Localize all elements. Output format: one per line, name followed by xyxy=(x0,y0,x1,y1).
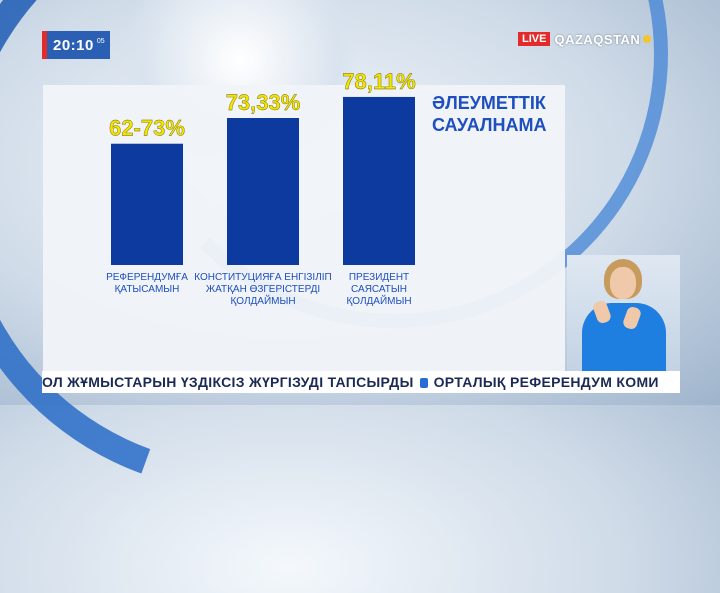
data-label-3: 78,11% xyxy=(342,69,415,94)
clock-time: 20:10 xyxy=(53,36,94,54)
chart-title-line-2: САУАЛНАМА xyxy=(432,115,547,135)
ticker-right-text: ОРТАЛЫҚ РЕФЕРЕНДУМ КОМИ xyxy=(433,374,659,390)
data-label-2: 73,33% xyxy=(226,90,301,115)
interpreter-face xyxy=(610,267,636,299)
ticker-text: ОЛ ЖҰМЫСТАРЫН ҮЗДІКСІЗ ЖҮРГІЗУДІ ТАПСЫРД… xyxy=(42,374,659,390)
category-label-3-line-2: САЯСАТЫН xyxy=(351,284,407,295)
brand-dot-icon xyxy=(643,35,652,43)
ticker-left-text: ОЛ ЖҰМЫСТАРЫН ҮЗДІКСІЗ ЖҮРГІЗУДІ ТАПСЫРД… xyxy=(42,374,414,390)
bar-1 xyxy=(111,143,183,265)
chart-title-line-1: ӘЛЕУМЕТТІК xyxy=(432,93,546,113)
bar-3 xyxy=(343,96,415,265)
channel-brand: QAZAQSTAN xyxy=(554,31,641,47)
category-label-3-line-3: ҚОЛДАЙМЫН xyxy=(346,294,411,307)
category-label-1-line-2: ҚАТЫСАМЫН xyxy=(115,284,180,295)
sign-language-interpreter xyxy=(567,255,680,371)
channel-logo: LIVE QAZAQSTAN xyxy=(518,30,652,48)
category-label-2-line-1: КОНСТИТУЦИЯҒА ЕНГІЗІЛІП xyxy=(194,272,331,283)
category-label-2-line-3: ҚОЛДАЙМЫН xyxy=(230,294,295,307)
category-label-3-line-1: ПРЕЗИДЕНТ xyxy=(349,272,409,283)
data-label-1: 62-73% xyxy=(109,116,185,141)
clock-badge: 20:10 05 xyxy=(42,31,110,59)
category-label-2-line-2: ЖАТҚАН ӨЗГЕРІСТЕРДІ xyxy=(206,284,320,295)
category-label-1-line-1: РЕФЕРЕНДУМҒА xyxy=(106,272,188,283)
bar-2 xyxy=(227,118,299,265)
ticker-separator-icon xyxy=(419,378,428,389)
chart-title: ӘЛЕУМЕТТІК САУАЛНАМА xyxy=(432,92,547,136)
live-badge: LIVE xyxy=(518,32,551,46)
news-ticker: ОЛ ЖҰМЫСТАРЫН ҮЗДІКСІЗ ЖҮРГІЗУДІ ТАПСЫРД… xyxy=(42,371,680,393)
clock-seconds: 05 xyxy=(96,37,105,45)
